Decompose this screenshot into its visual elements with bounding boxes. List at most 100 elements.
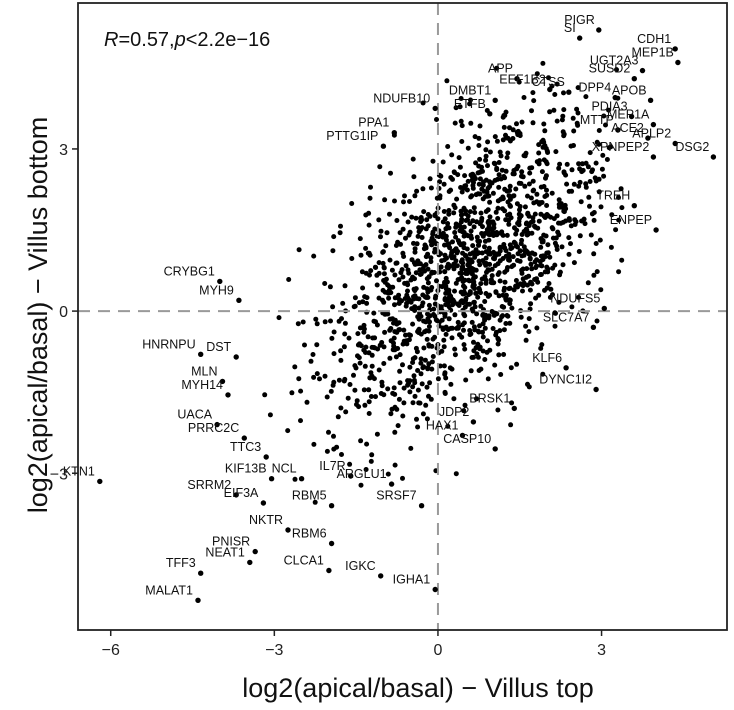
gene-point [469,266,475,271]
gene-point [525,193,530,199]
gene-point [549,190,555,196]
gene-point [466,262,472,268]
gene-point-treh [631,203,637,209]
gene-point [505,150,511,156]
gene-point [547,109,553,115]
gene-point-slc7a7 [590,324,597,330]
gene-point [517,248,523,254]
gene-label-ndufb10: NDUFB10 [373,91,430,105]
gene-point [458,185,464,190]
gene-label-dst: DST [206,340,231,354]
gene-point-rbm6 [328,540,335,547]
gene-point [601,113,607,119]
gene-point [462,346,468,352]
gene-point [420,365,426,371]
gene-point [342,331,348,337]
gene-point [379,379,385,385]
gene-point [286,277,292,282]
gene-point [505,265,510,270]
gene-point [455,238,461,244]
gene-label-ncl: NCL [272,462,297,476]
gene-point [397,368,403,374]
gene-label-igkc: IGKC [345,559,376,573]
gene-point [424,384,430,390]
gene-point [495,341,501,347]
gene-point [479,186,485,192]
gene-point-dpp4 [612,94,618,101]
gene-point [561,107,567,113]
gene-label-prrc2c: PRRC2C [188,421,239,435]
gene-point [560,262,566,268]
gene-point [484,349,490,355]
gene-point [459,123,465,129]
gene-point [421,318,427,324]
gene-point [556,165,562,171]
gene-point [331,433,336,439]
gene-point [442,391,448,396]
gene-point [338,348,344,354]
gene-point [500,137,506,143]
gene-point [376,270,382,276]
gene-point [414,416,419,422]
gene-point [495,272,501,277]
gene-label-nktr: NKTR [249,513,283,527]
gene-point [393,354,399,360]
gene-point [338,223,343,229]
gene-point [355,342,361,348]
gene-point [418,331,424,337]
gene-point [396,277,402,283]
plot-panel-border [77,2,728,631]
p-value: <2.2e−16 [186,29,271,51]
gene-point [445,300,451,306]
gene-point [435,216,441,222]
gene-point [292,364,298,370]
gene-point [467,328,473,333]
gene-point [529,266,535,272]
gene-point [426,302,432,308]
gene-point [575,85,581,91]
gene-point [479,250,485,256]
gene-point [498,230,504,236]
gene-point [471,299,477,305]
gene-label-il7r: IL7R [319,459,345,473]
gene-point [452,205,458,211]
gene-point [528,301,534,307]
gene-point [401,400,407,406]
gene-point [528,195,534,201]
y-tick-label: −3 [50,466,68,483]
gene-point [430,158,436,164]
gene-point [412,355,418,361]
gene-point [483,209,489,214]
gene-point-app [514,76,520,82]
gene-point-casp10 [492,446,498,452]
gene-point [394,218,400,223]
gene-point [486,245,492,251]
gene-point [503,217,509,223]
gene-label-igha1: IGHA1 [393,573,431,587]
gene-point [473,160,479,166]
gene-point [448,293,454,299]
gene-point [457,332,462,338]
gene-label-treh: TREH [596,189,630,203]
gene-point [394,260,400,266]
gene-point [423,226,429,232]
gene-point [468,120,474,126]
gene-point [428,255,434,261]
gene-point [369,363,375,369]
gene-label-myh9: MYH9 [199,283,234,297]
gene-point [518,181,524,186]
gene-point [331,234,337,240]
gene-point [551,107,557,113]
gene-point [487,199,493,205]
gene-point [485,376,491,382]
gene-point [374,431,380,437]
gene-point [544,203,550,208]
gene-point [425,316,431,322]
gene-point [472,286,477,291]
gene-point [591,272,597,278]
gene-point [538,253,544,259]
y-tick-label: 3 [59,142,68,159]
gene-point [448,253,454,259]
gene-label-casp10: CASP10 [443,432,491,446]
